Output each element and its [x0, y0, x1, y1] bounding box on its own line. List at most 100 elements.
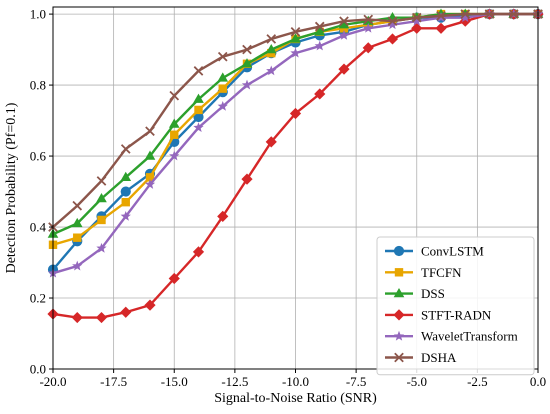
data-point	[460, 9, 471, 19]
data-point	[411, 12, 422, 23]
legend-entry: STFT-RADN	[385, 307, 492, 322]
data-point	[266, 34, 277, 44]
data-point	[71, 217, 83, 228]
x-tick-label: -10.0	[282, 374, 309, 389]
data-point	[72, 260, 83, 271]
legend-label: DSS	[421, 286, 445, 301]
data-point	[387, 19, 398, 30]
x-tick-label: -12.5	[221, 374, 248, 389]
data-point	[217, 210, 229, 222]
y-tick-label: 0.0	[30, 362, 46, 377]
y-tick-label: 1.0	[30, 7, 46, 22]
data-point	[241, 173, 253, 185]
legend-entry: WaveletTransform	[385, 329, 518, 344]
x-tick-label: -7.5	[346, 374, 367, 389]
data-point	[339, 16, 349, 27]
y-tick-label: 0.2	[30, 291, 46, 306]
x-tick-label: -17.5	[100, 374, 127, 389]
data-point	[144, 150, 156, 160]
data-point	[193, 93, 204, 103]
data-point	[96, 242, 107, 253]
data-point	[145, 173, 155, 182]
y-tick-label: 0.6	[30, 149, 47, 164]
legend-swatch-marker	[393, 309, 405, 321]
x-tick-label: -5.0	[406, 374, 427, 389]
data-point	[435, 22, 447, 34]
legend-swatch-marker	[393, 288, 405, 298]
data-point	[96, 176, 107, 186]
x-tick-label: -15.0	[161, 374, 188, 389]
legend-label: WaveletTransform	[421, 329, 518, 344]
data-point	[96, 193, 107, 203]
legend-swatch-marker	[394, 268, 404, 277]
legend-label: TFCFN	[421, 265, 462, 280]
y-axis-label: Detection Probability (Pf=0.1)	[4, 102, 19, 273]
data-point	[217, 51, 228, 62]
data-point	[290, 47, 301, 58]
data-point	[508, 9, 519, 19]
data-point	[95, 311, 108, 324]
data-point	[363, 14, 374, 25]
data-point	[170, 130, 179, 139]
data-point	[363, 22, 374, 33]
data-point	[217, 72, 229, 82]
x-axis-label: Signal-to-Noise Ratio (SNR)	[214, 391, 377, 406]
data-point	[193, 122, 204, 133]
data-point	[290, 33, 301, 43]
data-point	[362, 42, 374, 54]
legend-label: DSHA	[421, 350, 457, 365]
data-point	[168, 118, 180, 128]
legend-entry: ConvLSTM	[385, 244, 484, 259]
legend-swatch-marker	[393, 245, 405, 257]
data-point	[169, 90, 180, 101]
data-point	[72, 200, 83, 211]
data-point	[169, 150, 180, 161]
y-tick-label: 0.4	[30, 220, 47, 235]
data-point	[217, 100, 228, 111]
legend-swatch-marker	[393, 330, 405, 341]
data-point	[168, 272, 180, 285]
ticks: -20.0 -17.5 -15.0 -12.5 -10.0 -7.5 -5.0 -2.5 0.0…	[30, 7, 546, 389]
legend-entry: DSHA	[385, 350, 457, 365]
data-point	[144, 179, 156, 189]
legend-swatch-marker	[394, 352, 404, 363]
data-point	[73, 233, 82, 242]
x-tick-label: 0.0	[530, 374, 546, 389]
data-point	[192, 246, 205, 258]
data-point	[121, 197, 130, 207]
data-point	[314, 26, 326, 36]
data-point	[242, 44, 252, 55]
data-point	[338, 29, 350, 40]
legend-entry: DSS	[385, 286, 445, 301]
data-point	[289, 107, 302, 120]
data-point	[265, 136, 277, 148]
data-point	[266, 65, 277, 76]
data-point	[411, 15, 422, 26]
series-dsha	[48, 9, 543, 232]
data-point	[314, 40, 325, 51]
data-point	[120, 306, 132, 318]
data-point	[120, 144, 131, 154]
data-point	[120, 171, 132, 181]
data-point	[338, 63, 350, 75]
data-point	[436, 11, 446, 21]
data-point	[290, 27, 301, 37]
data-point	[460, 12, 471, 23]
data-point	[386, 33, 399, 45]
data-point	[314, 21, 325, 32]
legend-entry: TFCFN	[385, 265, 462, 280]
data-point	[241, 58, 253, 68]
legend-label: ConvLSTM	[421, 244, 484, 259]
data-point	[120, 210, 131, 221]
data-point	[241, 79, 253, 90]
x-tick-label: -20.0	[39, 374, 66, 389]
data-point	[194, 105, 203, 115]
data-point	[218, 84, 227, 93]
legend-label: STFT-RADN	[421, 307, 492, 322]
data-point	[71, 311, 83, 324]
data-point	[411, 22, 423, 34]
y-tick-label: 0.8	[30, 78, 46, 93]
x-tick-label: -2.5	[467, 374, 488, 389]
